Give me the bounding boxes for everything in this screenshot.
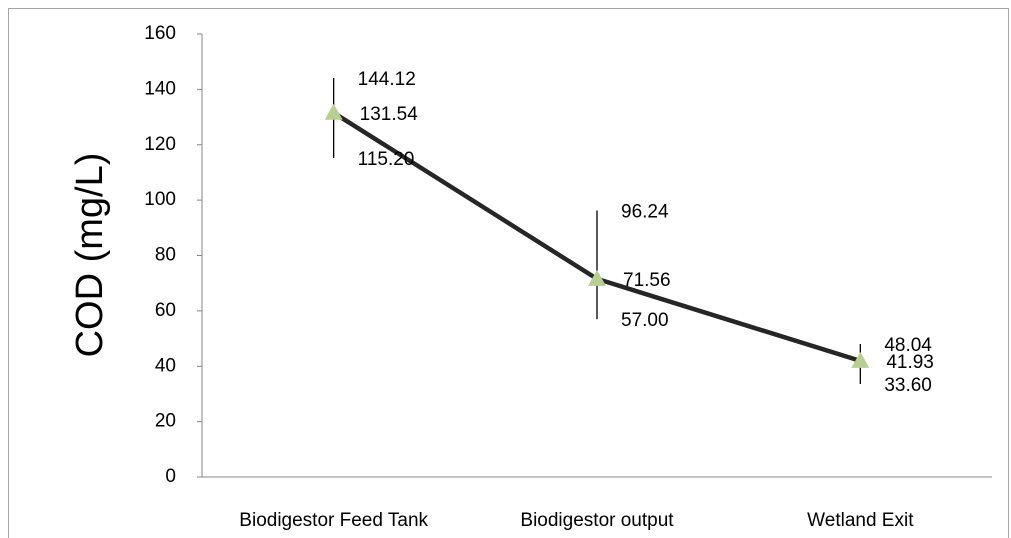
x-tick-label: Biodigestor output [520, 510, 674, 531]
data-label: 131.54 [360, 104, 419, 125]
y-tick-label: 120 [144, 134, 176, 155]
x-tick-label: Wetland Exit [807, 510, 914, 531]
y-tick-label: 100 [144, 189, 176, 210]
data-label: 48.04 [884, 335, 932, 356]
marker [324, 103, 343, 120]
y-tick-label: 80 [155, 245, 176, 266]
y-tick-label: 60 [155, 300, 176, 321]
data-label: 71.56 [623, 270, 671, 291]
data-label: 96.24 [621, 202, 669, 223]
y-tick-label: 0 [165, 466, 176, 487]
data-label: 144.12 [358, 69, 416, 90]
y-tick-label: 160 [144, 23, 176, 44]
x-tick-label: Biodigestor Feed Tank [239, 510, 428, 531]
data-label: 115.20 [358, 149, 415, 170]
data-label: 33.60 [884, 375, 932, 396]
marker [588, 269, 606, 286]
data-label: 57.00 [621, 310, 669, 331]
data-label: 41.93 [886, 352, 934, 373]
y-tick-label: 40 [155, 355, 176, 376]
y-axis-title: COD (mg/L) [69, 153, 111, 358]
y-tick-label: 20 [155, 411, 176, 432]
marker [851, 351, 870, 368]
y-tick-label: 140 [144, 78, 176, 99]
chart-frame [8, 8, 1009, 538]
